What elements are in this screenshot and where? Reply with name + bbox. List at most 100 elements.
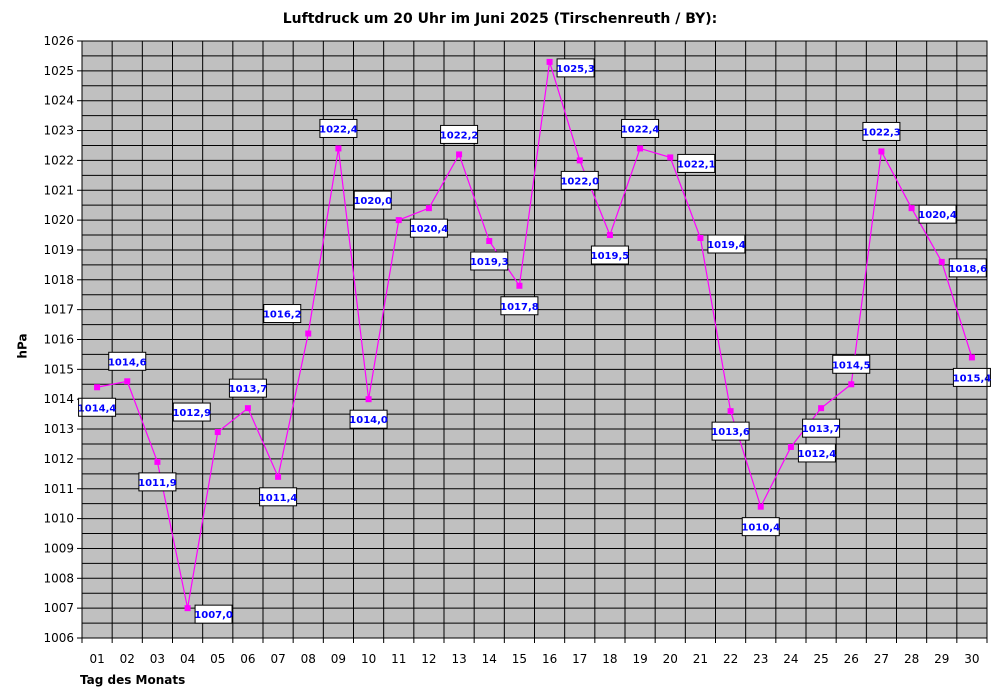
data-label-box <box>802 418 841 438</box>
x-tick-label: 27 <box>874 652 889 666</box>
y-tick-label: 1017 <box>43 303 74 317</box>
x-tick-label: 03 <box>150 652 165 666</box>
y-tick-label: 1008 <box>43 571 74 585</box>
data-label: 1014,0 <box>349 415 388 426</box>
data-point <box>667 154 674 161</box>
data-label-box <box>741 517 780 537</box>
data-label-box <box>228 378 267 398</box>
data-label-box <box>948 258 987 278</box>
data-label: 1022,3 <box>862 127 901 138</box>
x-tick-label: 18 <box>602 652 617 666</box>
data-point <box>395 217 402 224</box>
x-tick-label: 21 <box>693 652 708 666</box>
y-tick-label: 1007 <box>43 601 74 615</box>
data-point <box>968 354 975 361</box>
data-point <box>908 205 915 212</box>
data-label: 1019,4 <box>707 240 746 251</box>
x-tick-label: 02 <box>120 652 135 666</box>
data-point <box>244 405 251 412</box>
x-axis-label: Tag des Monats <box>80 673 186 687</box>
data-label: 1019,5 <box>591 251 630 262</box>
data-label-box <box>832 354 871 374</box>
data-point <box>456 151 463 158</box>
y-tick-label: 1009 <box>43 541 74 555</box>
y-tick-label: 1006 <box>43 631 74 645</box>
y-tick-label: 1013 <box>43 422 74 436</box>
data-point <box>486 237 493 244</box>
y-tick-label: 1025 <box>43 64 74 78</box>
x-tick-label: 12 <box>421 652 436 666</box>
data-label-box <box>259 487 298 507</box>
y-tick-label: 1022 <box>43 153 74 167</box>
data-label-box <box>590 245 629 265</box>
data-label: 1020,4 <box>410 224 449 235</box>
data-point <box>275 473 282 480</box>
data-label: 1020,0 <box>353 196 392 207</box>
y-tick-label: 1015 <box>43 362 74 376</box>
data-label-box <box>677 153 716 173</box>
y-tick-label: 1019 <box>43 243 74 257</box>
data-point <box>878 148 885 155</box>
data-label: 1022,1 <box>677 159 716 170</box>
data-label-box <box>621 118 660 138</box>
data-label: 1016,2 <box>263 310 302 321</box>
data-label: 1012,4 <box>798 449 837 460</box>
x-tick-label: 26 <box>844 652 859 666</box>
x-tick-label: 23 <box>753 652 768 666</box>
x-tick-label: 30 <box>964 652 979 666</box>
data-label-box <box>138 472 177 492</box>
data-point <box>697 235 704 242</box>
data-point <box>184 605 191 612</box>
data-point <box>757 503 764 510</box>
data-label-box <box>172 402 211 422</box>
data-label-box <box>349 409 388 429</box>
series-line <box>96 61 973 609</box>
x-tick-label: 29 <box>934 652 949 666</box>
data-label-box <box>797 443 836 463</box>
data-point <box>516 282 523 289</box>
data-label-box <box>500 296 539 316</box>
x-tick-label: 20 <box>663 652 678 666</box>
data-point <box>727 408 734 415</box>
data-label-box <box>952 367 991 387</box>
data-label: 1013,7 <box>802 424 841 435</box>
data-label: 1022,0 <box>560 176 599 187</box>
data-label-box <box>470 251 509 271</box>
data-label: 1013,6 <box>711 427 750 438</box>
data-label-box <box>78 397 117 417</box>
data-point <box>818 405 825 412</box>
data-label: 1022,2 <box>440 130 479 141</box>
data-label: 1012,9 <box>172 408 211 419</box>
x-tick-label: 13 <box>451 652 466 666</box>
data-label: 1014,5 <box>832 360 871 371</box>
data-point <box>305 330 312 337</box>
data-point <box>214 429 221 436</box>
y-tick-label: 1018 <box>43 273 74 287</box>
x-tick-label: 05 <box>210 652 225 666</box>
data-label: 1018,6 <box>948 264 987 275</box>
data-label-box <box>440 124 479 144</box>
y-tick-label: 1021 <box>43 183 74 197</box>
x-tick-label: 22 <box>723 652 738 666</box>
y-tick-label: 1016 <box>43 333 74 347</box>
y-tick-label: 1014 <box>43 392 74 406</box>
data-label-box <box>711 421 750 441</box>
x-tick-label: 10 <box>361 652 376 666</box>
data-point <box>124 378 131 385</box>
x-tick-label: 07 <box>270 652 285 666</box>
x-tick-label: 06 <box>240 652 255 666</box>
x-tick-label: 14 <box>482 652 497 666</box>
data-label: 1007,0 <box>194 610 233 621</box>
data-label: 1015,4 <box>953 373 992 384</box>
x-tick-label: 19 <box>632 652 647 666</box>
data-label: 1011,4 <box>259 493 298 504</box>
data-label-box <box>556 58 595 78</box>
data-point <box>94 384 101 391</box>
data-label-box <box>108 351 147 371</box>
data-point <box>637 145 644 152</box>
data-label: 1022,4 <box>621 124 660 135</box>
plot-border <box>81 40 988 639</box>
data-label: 1011,9 <box>138 478 177 489</box>
data-label-box <box>263 304 302 324</box>
